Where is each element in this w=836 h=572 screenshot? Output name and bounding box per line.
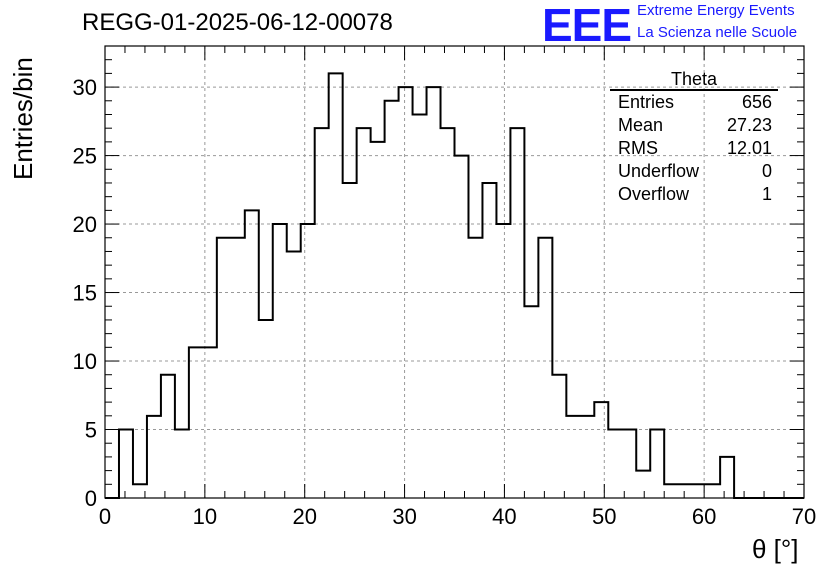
y-tick-label: 20 <box>73 212 97 237</box>
x-tick-label: 10 <box>193 504 217 529</box>
stats-value: 27.23 <box>726 115 772 135</box>
histogram-bin <box>245 210 259 498</box>
logo-line-1: Extreme Energy Events <box>637 2 795 19</box>
stats-label: Overflow <box>618 184 690 204</box>
y-tick-label: 15 <box>73 281 97 306</box>
stats-box: Theta Entries 656 Mean 27.23 RMS 12.01 U… <box>610 70 778 206</box>
stats-row: Mean 27.23 <box>610 114 778 137</box>
y-tick-label: 5 <box>85 418 97 443</box>
histogram-bin <box>622 430 636 498</box>
histogram-bin <box>427 87 441 498</box>
histogram-bin <box>664 484 678 498</box>
stats-value: 656 <box>741 92 772 112</box>
histogram-bin <box>329 73 343 498</box>
x-tick-label: 0 <box>99 504 111 529</box>
histogram-bin <box>175 430 189 498</box>
histogram-bin <box>482 183 496 498</box>
x-tick-label: 40 <box>492 504 516 529</box>
y-tick-label: 10 <box>73 349 97 374</box>
stats-label: Mean <box>618 115 664 135</box>
x-tick-label: 50 <box>592 504 616 529</box>
chart-title: REGG-01-2025-06-12-00078 <box>82 9 393 36</box>
histogram-bin <box>399 87 413 498</box>
histogram-bin <box>385 101 399 498</box>
x-tick-label: 30 <box>392 504 416 529</box>
histogram-bin <box>468 238 482 498</box>
histogram-bin <box>413 114 427 498</box>
stats-title: Theta <box>610 70 778 91</box>
stats-label: Underflow <box>618 161 700 181</box>
stats-row: Underflow 0 <box>610 160 778 183</box>
histogram-bin <box>189 347 203 498</box>
x-tick-label: 60 <box>692 504 716 529</box>
histogram-bin <box>441 128 455 498</box>
logo-line-2: La Scienza nelle Scuole <box>637 24 798 41</box>
eee-logo: EEE <box>542 0 632 51</box>
histogram-bin <box>147 416 161 498</box>
histogram-bin <box>301 224 315 498</box>
histogram-bin <box>524 306 538 498</box>
histogram-bin <box>455 156 469 498</box>
stats-value: 12.01 <box>726 138 772 158</box>
histogram-bin <box>273 224 287 498</box>
histogram-bin <box>231 238 245 498</box>
y-tick-label: 25 <box>73 144 97 169</box>
histogram-outline <box>105 72 804 499</box>
y-axis-label: Entries/bin <box>8 57 38 180</box>
histogram-bin <box>706 484 720 498</box>
histogram-bin <box>315 128 329 498</box>
histogram-bin <box>343 183 357 498</box>
stats-value: 1 <box>761 184 772 204</box>
histogram-bin <box>720 457 734 498</box>
histogram-bin <box>161 375 175 498</box>
histogram-bin <box>566 416 580 498</box>
histogram-bin <box>594 402 608 498</box>
y-tick-label: 30 <box>73 75 97 100</box>
histogram-bin <box>203 347 217 498</box>
histogram-bin <box>580 416 594 498</box>
stats-label: Entries <box>618 92 675 112</box>
histogram-bin <box>538 238 552 498</box>
stats-value: 0 <box>761 161 772 181</box>
histogram-bin <box>552 375 566 498</box>
histogram-bin <box>371 142 385 498</box>
histogram-bin <box>119 430 133 498</box>
histogram-bin <box>510 128 524 498</box>
y-tick-label: 0 <box>85 486 97 511</box>
histogram-bin <box>357 128 371 498</box>
x-axis-label: θ [°] <box>752 534 799 564</box>
histogram-bin <box>217 238 231 498</box>
stats-row: Entries 656 <box>610 91 778 114</box>
x-tick-label: 70 <box>792 504 816 529</box>
x-tick-label: 20 <box>292 504 316 529</box>
histogram-bin <box>650 430 664 498</box>
histogram-bin <box>608 430 622 498</box>
histogram-bin <box>287 251 301 498</box>
stats-row: Overflow 1 <box>610 183 778 206</box>
histogram-bin <box>678 484 692 498</box>
histogram-bin <box>496 224 510 498</box>
stats-row: RMS 12.01 <box>610 137 778 160</box>
stats-label: RMS <box>618 138 658 158</box>
histogram-bin <box>636 471 650 498</box>
histogram-line <box>105 72 804 499</box>
plot-frame <box>104 45 805 499</box>
histogram-bin <box>259 320 273 498</box>
x-axis: 0 10 20 30 40 50 60 70 <box>99 46 816 529</box>
